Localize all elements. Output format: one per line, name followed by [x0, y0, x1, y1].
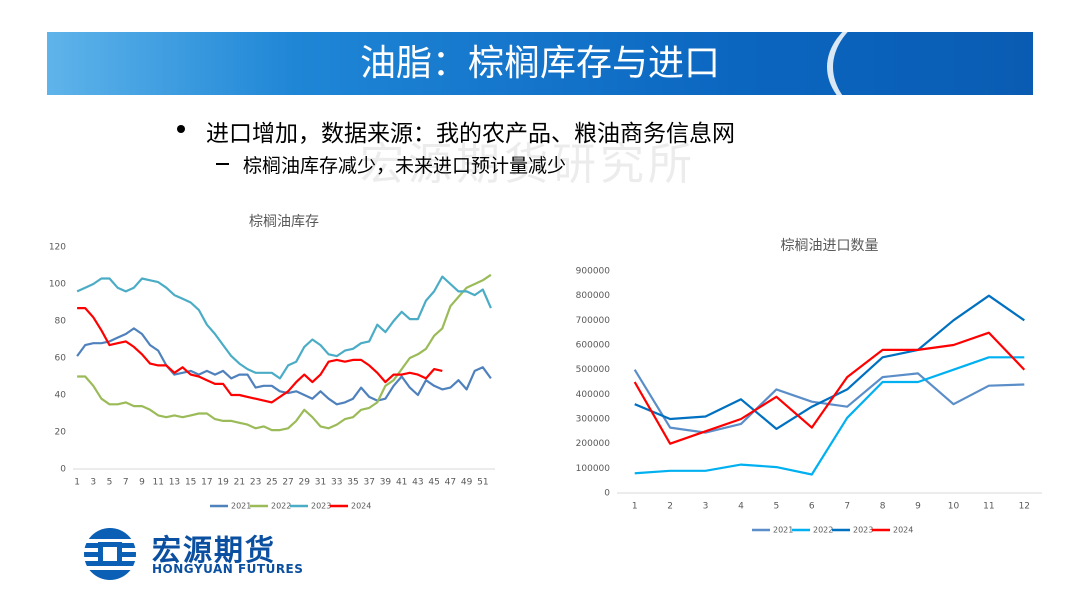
sub-bullet-marker — [216, 163, 229, 165]
legend-label: 2021 — [231, 502, 251, 511]
series-line — [633, 331, 1026, 445]
y-tick-label: 800000 — [576, 291, 611, 301]
banner-swoosh — [827, 32, 1033, 95]
logo-cn: 宏源期货 — [152, 533, 277, 567]
x-tick-label: 29 — [299, 478, 311, 488]
bullet-text: 进口增加，数据来源：我的农产品、粮油商务信息网 — [206, 121, 735, 147]
x-tick-label: 47 — [445, 478, 456, 488]
x-tick-label: 31 — [315, 478, 326, 488]
logo-icon — [74, 528, 146, 580]
chart-title: 棕榈油库存 — [249, 214, 319, 230]
x-tick-label: 3 — [90, 478, 96, 488]
y-tick-label: 120 — [49, 243, 66, 253]
x-tick-label: 10 — [948, 502, 960, 512]
x-tick-label: 17 — [201, 478, 212, 488]
x-tick-label: 12 — [1019, 502, 1030, 512]
chart-title: 棕榈油进口数量 — [781, 238, 879, 254]
x-tick-label: 1 — [632, 502, 638, 512]
x-tick-label: 43 — [412, 478, 423, 488]
y-tick-label: 700000 — [576, 316, 611, 326]
watermark: 宏源期货研究所 — [360, 139, 696, 190]
x-tick-label: 35 — [347, 478, 358, 488]
x-tick-label: 41 — [396, 478, 407, 488]
series-line — [76, 327, 492, 406]
x-tick-label: 49 — [461, 478, 473, 488]
legend-label: 2024 — [351, 502, 371, 511]
y-tick-label: 200000 — [576, 439, 611, 449]
x-tick-label: 11 — [152, 478, 163, 488]
x-tick-label: 6 — [809, 502, 815, 512]
series-line — [634, 356, 1025, 476]
slide-title: 油脂：棕榈库存与进口 — [359, 43, 720, 84]
series-line — [634, 294, 1025, 430]
x-tick-label: 1 — [74, 478, 80, 488]
y-tick-label: 400000 — [576, 390, 611, 400]
y-tick-label: 40 — [55, 391, 67, 401]
series-line — [76, 275, 492, 380]
x-tick-label: 2 — [667, 502, 673, 512]
legend-label: 2022 — [271, 502, 291, 511]
x-tick-label: 25 — [266, 478, 277, 488]
x-tick-label: 9 — [139, 478, 145, 488]
x-tick-label: 21 — [234, 478, 245, 488]
x-tick-label: 5 — [107, 478, 113, 488]
legend-label: 2024 — [893, 526, 913, 535]
legend-label: 2021 — [773, 526, 793, 535]
y-tick-label: 300000 — [576, 415, 611, 425]
x-tick-label: 5 — [774, 502, 780, 512]
bullet-marker — [177, 125, 185, 133]
series-line — [77, 273, 492, 432]
x-tick-label: 51 — [477, 478, 488, 488]
legend-label: 2022 — [813, 526, 833, 535]
x-tick-label: 15 — [185, 478, 196, 488]
x-tick-label: 13 — [169, 478, 180, 488]
logo-en: HONGYUAN FUTURES — [152, 562, 304, 576]
x-tick-label: 11 — [983, 502, 994, 512]
y-tick-label: 0 — [604, 489, 610, 499]
x-tick-label: 19 — [217, 478, 229, 488]
x-tick-label: 27 — [282, 478, 293, 488]
sub-bullet-text: 棕榈油库存减少，未来进口预计量减少 — [243, 155, 567, 177]
x-tick-label: 7 — [123, 478, 129, 488]
y-tick-label: 20 — [55, 428, 67, 438]
x-tick-label: 4 — [738, 502, 744, 512]
x-tick-label: 7 — [844, 502, 850, 512]
x-tick-label: 9 — [915, 502, 921, 512]
y-tick-label: 900000 — [576, 267, 611, 277]
x-tick-label: 8 — [880, 502, 886, 512]
series-line — [77, 307, 443, 404]
x-tick-label: 33 — [331, 478, 342, 488]
legend-label: 2023 — [853, 526, 873, 535]
x-tick-label: 45 — [428, 478, 439, 488]
y-tick-label: 100 — [49, 280, 66, 290]
y-tick-label: 80 — [55, 317, 67, 327]
x-tick-label: 3 — [703, 502, 709, 512]
x-tick-label: 23 — [250, 478, 261, 488]
x-tick-label: 39 — [380, 478, 392, 488]
title-banner — [47, 32, 1033, 95]
y-tick-label: 60 — [55, 354, 67, 364]
y-tick-label: 100000 — [576, 464, 611, 474]
y-tick-label: 500000 — [576, 365, 611, 375]
x-tick-label: 37 — [363, 478, 374, 488]
y-tick-label: 0 — [60, 465, 66, 475]
y-tick-label: 600000 — [576, 341, 611, 351]
legend-label: 2023 — [311, 502, 331, 511]
